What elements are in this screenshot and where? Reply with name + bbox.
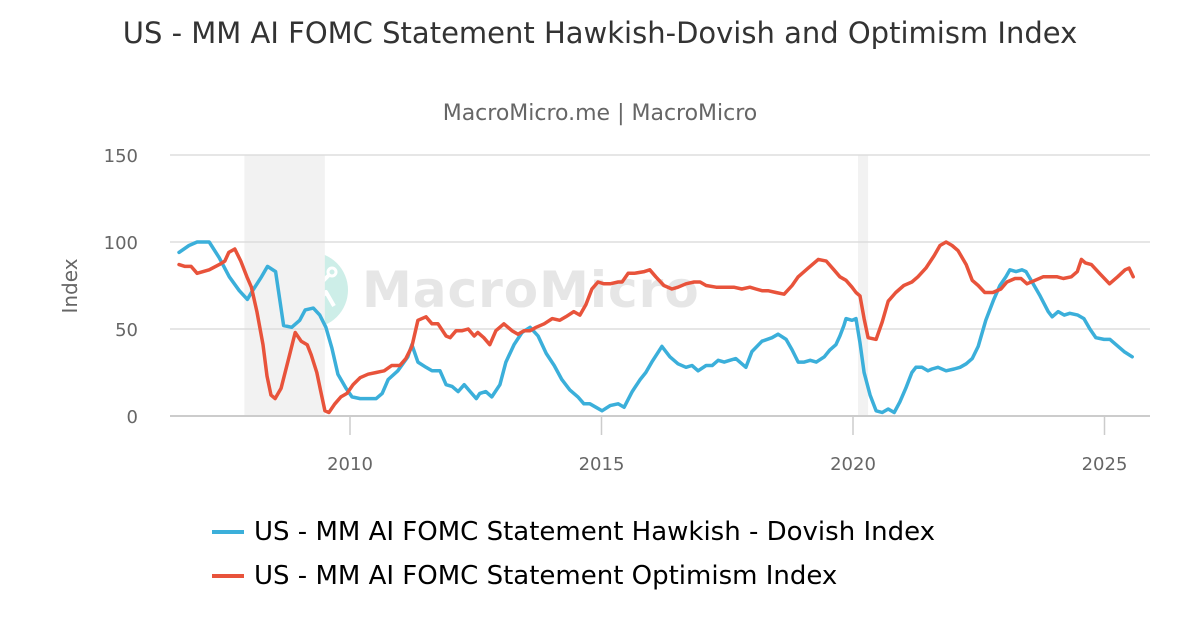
y-tick-label: 150 — [104, 146, 138, 167]
legend-item-optimism[interactable]: US - MM AI FOMC Statement Optimism Index — [212, 554, 935, 598]
y-tick-label: 100 — [104, 233, 138, 254]
x-tick-label: 2020 — [830, 454, 876, 475]
hawkish-dovish-line[interactable] — [177, 240, 1134, 415]
legend-label: US - MM AI FOMC Statement Hawkish - Dovi… — [254, 517, 936, 547]
x-axis: 2010 2015 2020 2025 — [327, 416, 1127, 475]
legend: US - MM AI FOMC Statement Hawkish - Dovi… — [212, 510, 935, 598]
legend-item-hawkish-dovish[interactable]: US - MM AI FOMC Statement Hawkish - Dovi… — [212, 510, 935, 554]
legend-swatch-red — [212, 574, 244, 578]
y-tick-label: 0 — [127, 407, 138, 428]
y-axis-label: Index — [58, 258, 82, 313]
x-tick-label: 2015 — [579, 454, 625, 475]
series-lines — [177, 240, 1135, 415]
x-tick-label: 2025 — [1082, 454, 1128, 475]
legend-label: US - MM AI FOMC Statement Optimism Index — [254, 561, 838, 591]
recession-band — [858, 155, 869, 416]
y-tick-label: 50 — [115, 320, 138, 341]
chart-subtitle: MacroMicro.me | MacroMicro — [442, 101, 758, 126]
y-axis: 0 50 100 150 — [104, 146, 138, 428]
optimism-line[interactable] — [177, 240, 1135, 415]
legend-swatch-blue — [212, 530, 244, 534]
x-tick-label: 2010 — [327, 454, 373, 475]
chart-title: US - MM AI FOMC Statement Hawkish-Dovish… — [122, 16, 1078, 50]
grid-lines — [170, 154, 1150, 417]
